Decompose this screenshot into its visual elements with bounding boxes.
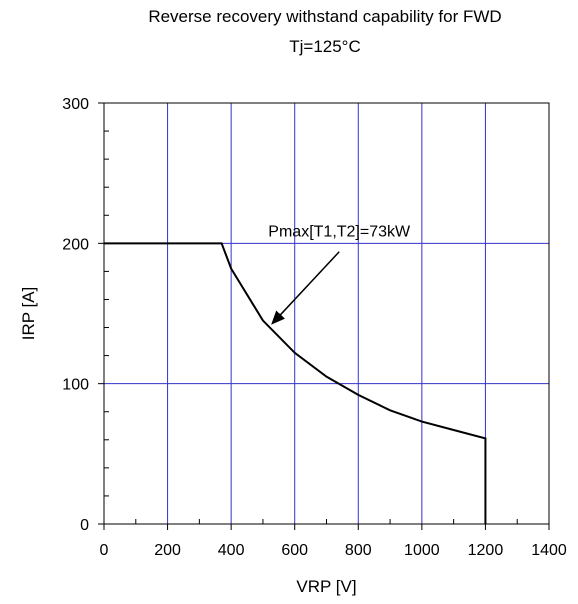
x-tick-label: 1000 [404, 542, 440, 559]
chart-title: Reverse recovery withstand capability fo… [148, 7, 502, 26]
axis-ticks [98, 102, 550, 530]
x-tick-label: 800 [345, 542, 372, 559]
grid-lines [104, 103, 549, 524]
y-tick-label: 300 [62, 96, 89, 113]
series-line [104, 242, 487, 524]
x-tick-label: 200 [154, 542, 181, 559]
x-axis-label: VRP [V] [296, 577, 356, 596]
x-tick-label: 1200 [468, 542, 504, 559]
x-tick-label: 600 [281, 542, 308, 559]
y-tick-label: 200 [62, 236, 89, 253]
annotation-group: Pmax[T1,T2]=73kW [268, 223, 411, 325]
series-group [104, 242, 487, 524]
x-tick-label: 0 [100, 542, 109, 559]
y-tick-label: 100 [62, 377, 89, 394]
y-tick-label: 0 [80, 517, 89, 534]
annotation-label: Pmax[T1,T2]=73kW [268, 223, 411, 240]
annotation-arrow [271, 251, 340, 325]
x-tick-label: 400 [218, 542, 245, 559]
x-tick-label: 1400 [531, 542, 567, 559]
tick-labels: 0 200 400 600 800 1000 1200 1400 0 100 200 300 [62, 96, 567, 559]
chart-subtitle: Tj=125°C [289, 37, 361, 56]
plot-frame [103, 102, 550, 525]
y-axis-label: IRP [A] [19, 287, 38, 341]
